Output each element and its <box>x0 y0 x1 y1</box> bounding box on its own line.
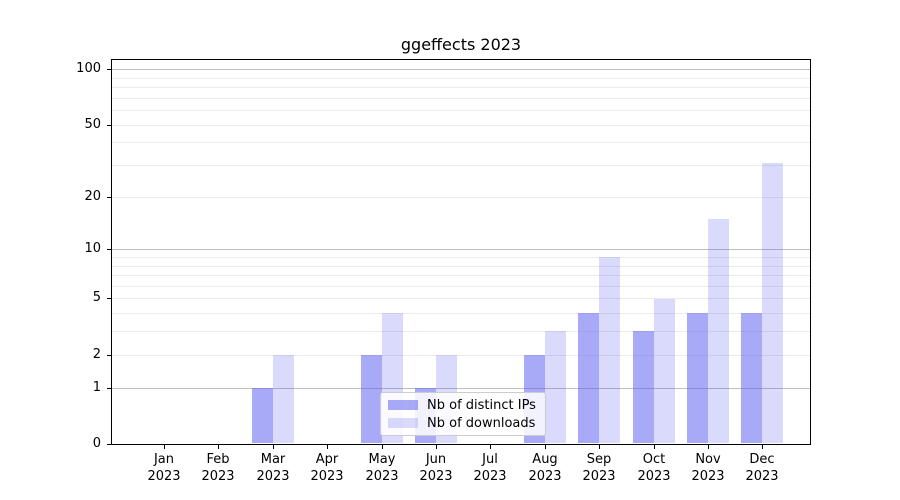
y-tick-mark <box>107 298 111 299</box>
x-tick-mark <box>762 445 763 449</box>
y-gridline-minor <box>112 125 810 126</box>
x-tick-mark <box>545 445 546 449</box>
bar-downloads <box>599 257 620 443</box>
bar-distinct-ips <box>361 354 382 443</box>
y-tick-mark <box>107 388 111 389</box>
x-tick-mark <box>490 445 491 449</box>
x-tick-label: Apr 2023 <box>310 452 344 484</box>
x-tick-mark <box>382 445 383 449</box>
y-tick-label: 1 <box>92 380 101 395</box>
y-gridline-minor <box>112 355 810 356</box>
x-tick-mark <box>327 445 328 449</box>
y-gridline-major <box>112 249 810 250</box>
y-gridline-minor <box>112 78 810 79</box>
y-gridline-minor <box>112 275 810 276</box>
y-gridline-minor <box>112 298 810 299</box>
y-tick-label: 2 <box>92 347 101 362</box>
y-gridline-minor <box>112 257 810 258</box>
y-tick-label: 20 <box>84 189 101 204</box>
legend-swatch-downloads <box>388 418 418 428</box>
bar-downloads <box>545 331 566 443</box>
x-tick-label: Nov 2023 <box>691 452 725 484</box>
x-tick-mark <box>218 445 219 449</box>
x-tick-mark <box>599 445 600 449</box>
y-gridline-minor <box>112 197 810 198</box>
y-gridline-minor <box>112 266 810 267</box>
chart-title: ggeffects 2023 <box>400 35 522 54</box>
x-tick-mark <box>436 445 437 449</box>
legend-item-distinct-ips: Nb of distinct IPs <box>388 396 537 414</box>
y-tick-mark <box>107 69 111 70</box>
bar-downloads <box>654 298 675 443</box>
legend-label-distinct-ips: Nb of distinct IPs <box>427 397 536 413</box>
y-tick-label: 5 <box>92 290 101 305</box>
x-tick-label: Mar 2023 <box>256 452 290 484</box>
bar-distinct-ips <box>252 387 273 443</box>
bar-downloads <box>708 218 729 443</box>
x-tick-label: Feb 2023 <box>201 452 235 484</box>
x-tick-mark <box>164 445 165 449</box>
x-tick-mark <box>654 445 655 449</box>
x-tick-label: Aug 2023 <box>528 452 562 484</box>
y-tick-mark <box>107 355 111 356</box>
bar-distinct-ips <box>633 331 654 443</box>
bar-downloads <box>762 162 783 443</box>
x-tick-label: Jul 2023 <box>473 452 507 484</box>
y-gridline-minor <box>112 98 810 99</box>
x-tick-label: Sep 2023 <box>582 452 616 484</box>
y-tick-mark <box>107 249 111 250</box>
y-tick-label: 50 <box>84 117 101 132</box>
bar-distinct-ips <box>741 313 762 443</box>
y-gridline-minor <box>112 110 810 111</box>
y-tick-label: 0 <box>92 436 101 451</box>
x-tick-label: Jan 2023 <box>147 452 181 484</box>
y-gridline-minor <box>112 286 810 287</box>
y-tick-mark <box>107 444 111 445</box>
x-tick-mark <box>273 445 274 449</box>
x-tick-label: Jun 2023 <box>419 452 453 484</box>
bar-downloads <box>273 354 294 443</box>
x-tick-label: May 2023 <box>365 452 399 484</box>
legend-swatch-distinct-ips <box>388 400 418 410</box>
legend-item-downloads: Nb of downloads <box>388 414 537 432</box>
y-tick-mark <box>107 125 111 126</box>
y-gridline-major <box>112 388 810 389</box>
bar-distinct-ips <box>687 313 708 443</box>
plot-border <box>111 59 811 445</box>
y-gridline-minor <box>112 331 810 332</box>
y-gridline-minor <box>112 165 810 166</box>
x-tick-mark <box>708 445 709 449</box>
y-tick-label: 10 <box>84 241 101 256</box>
legend-label-downloads: Nb of downloads <box>427 415 536 431</box>
y-gridline-minor <box>112 142 810 143</box>
legend: Nb of distinct IPs Nb of downloads <box>380 392 546 436</box>
bar-distinct-ips <box>578 313 599 443</box>
y-gridline-major <box>112 69 810 70</box>
y-gridline-minor <box>112 313 810 314</box>
y-tick-label: 100 <box>76 61 101 76</box>
y-tick-mark <box>107 197 111 198</box>
x-tick-label: Dec 2023 <box>745 452 779 484</box>
y-gridline-minor <box>112 87 810 88</box>
x-tick-label: Oct 2023 <box>637 452 671 484</box>
